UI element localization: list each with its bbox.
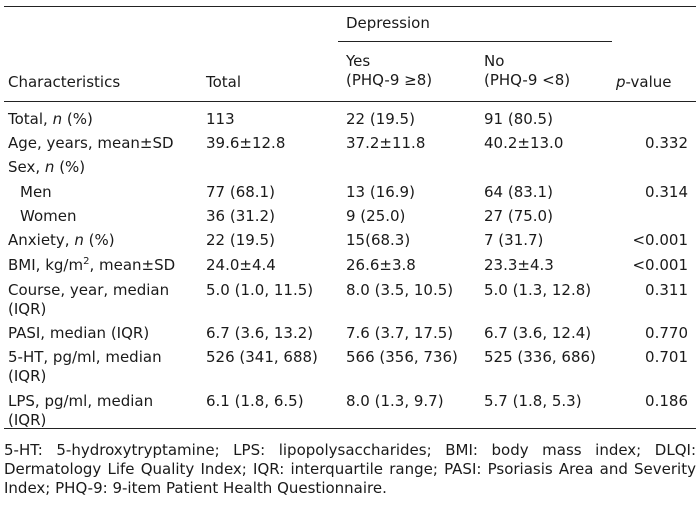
cell-total: 526 (341, 688): [206, 348, 318, 366]
cell-yes: 566 (356, 736): [346, 348, 458, 366]
cell-pvalue: 0.332: [645, 134, 688, 152]
header-pvalue: p-value: [616, 73, 672, 91]
cell-yes: 26.6±3.8: [346, 256, 416, 274]
row-label-line2: (IQR): [8, 411, 47, 429]
header-pvalue-rest: -value: [625, 73, 672, 91]
row-label: Total, n (%): [8, 110, 93, 128]
cell-total: 113: [206, 110, 235, 128]
header-no-line1: No: [484, 52, 505, 70]
row-label-line2: (IQR): [8, 300, 47, 318]
cell-pvalue: <0.001: [632, 231, 688, 249]
cell-yes: 8.0 (3.5, 10.5): [346, 281, 454, 299]
row-label-line1: 5-HT, pg/ml, median: [8, 348, 162, 366]
header-no-line2: (PHQ-9 <8): [484, 71, 571, 89]
cell-no: 7 (31.7): [484, 231, 544, 249]
depression-underline: [338, 41, 612, 42]
cell-no: 5.7 (1.8, 5.3): [484, 392, 582, 410]
header-yes-line1: Yes: [346, 52, 371, 70]
cell-no: 6.7 (3.6, 12.4): [484, 324, 592, 342]
cell-pvalue: 0.770: [645, 324, 688, 342]
cell-yes: 22 (19.5): [346, 110, 415, 128]
cell-no: 64 (83.1): [484, 183, 553, 201]
cell-total: 24.0±4.4: [206, 256, 276, 274]
header-bottom-rule: [4, 101, 696, 102]
cell-no: 525 (336, 686): [484, 348, 596, 366]
table-footnote: 5-HT: 5-hydroxytryptamine; LPS: lipopoly…: [4, 441, 696, 497]
cell-yes: 37.2±11.8: [346, 134, 426, 152]
cell-no: 27 (75.0): [484, 207, 553, 225]
cell-yes: 13 (16.9): [346, 183, 415, 201]
cell-total: 77 (68.1): [206, 183, 275, 201]
cell-total: 6.1 (1.8, 6.5): [206, 392, 304, 410]
table-bottom-rule: [4, 428, 696, 429]
cell-pvalue: <0.001: [632, 256, 688, 274]
cell-pvalue: 0.314: [645, 183, 688, 201]
cell-yes: 9 (25.0): [346, 207, 406, 225]
cell-pvalue: 0.311: [645, 281, 688, 299]
cell-total: 6.7 (3.6, 13.2): [206, 324, 314, 342]
cell-yes: 7.6 (3.7, 17.5): [346, 324, 454, 342]
cell-yes: 8.0 (1.3, 9.7): [346, 392, 444, 410]
depression-group-header: Depression: [346, 14, 430, 32]
cell-total: 36 (31.2): [206, 207, 275, 225]
cell-pvalue: 0.701: [645, 348, 688, 366]
cell-no: 23.3±4.3: [484, 256, 554, 274]
cell-total: 5.0 (1.0, 11.5): [206, 281, 314, 299]
header-characteristics: Characteristics: [8, 73, 121, 91]
row-label: Anxiety, n (%): [8, 231, 115, 249]
row-label-line1: LPS, pg/ml, median: [8, 392, 154, 410]
row-label-indented: Women: [20, 207, 77, 225]
cell-pvalue: 0.186: [645, 392, 688, 410]
cell-total: 39.6±12.8: [206, 134, 286, 152]
row-label-indented: Men: [20, 183, 52, 201]
cell-no: 91 (80.5): [484, 110, 553, 128]
cell-no: 40.2±13.0: [484, 134, 564, 152]
header-pvalue-italic: p: [616, 73, 626, 91]
cell-total: 22 (19.5): [206, 231, 275, 249]
row-label-line1: Course, year, median: [8, 281, 170, 299]
row-label: PASI, median (IQR): [8, 324, 150, 342]
row-label: BMI, kg/m2, mean±SD: [8, 256, 176, 274]
cell-no: 5.0 (1.3, 12.8): [484, 281, 592, 299]
row-label: Age, years, mean±SD: [8, 134, 174, 152]
top-rule: [4, 6, 696, 7]
row-label-line2: (IQR): [8, 367, 47, 385]
header-total: Total: [206, 73, 242, 91]
cell-yes: 15(68.3): [346, 231, 411, 249]
header-yes-line2: (PHQ-9 ≥8): [346, 71, 433, 89]
row-label: Sex, n (%): [8, 158, 86, 176]
